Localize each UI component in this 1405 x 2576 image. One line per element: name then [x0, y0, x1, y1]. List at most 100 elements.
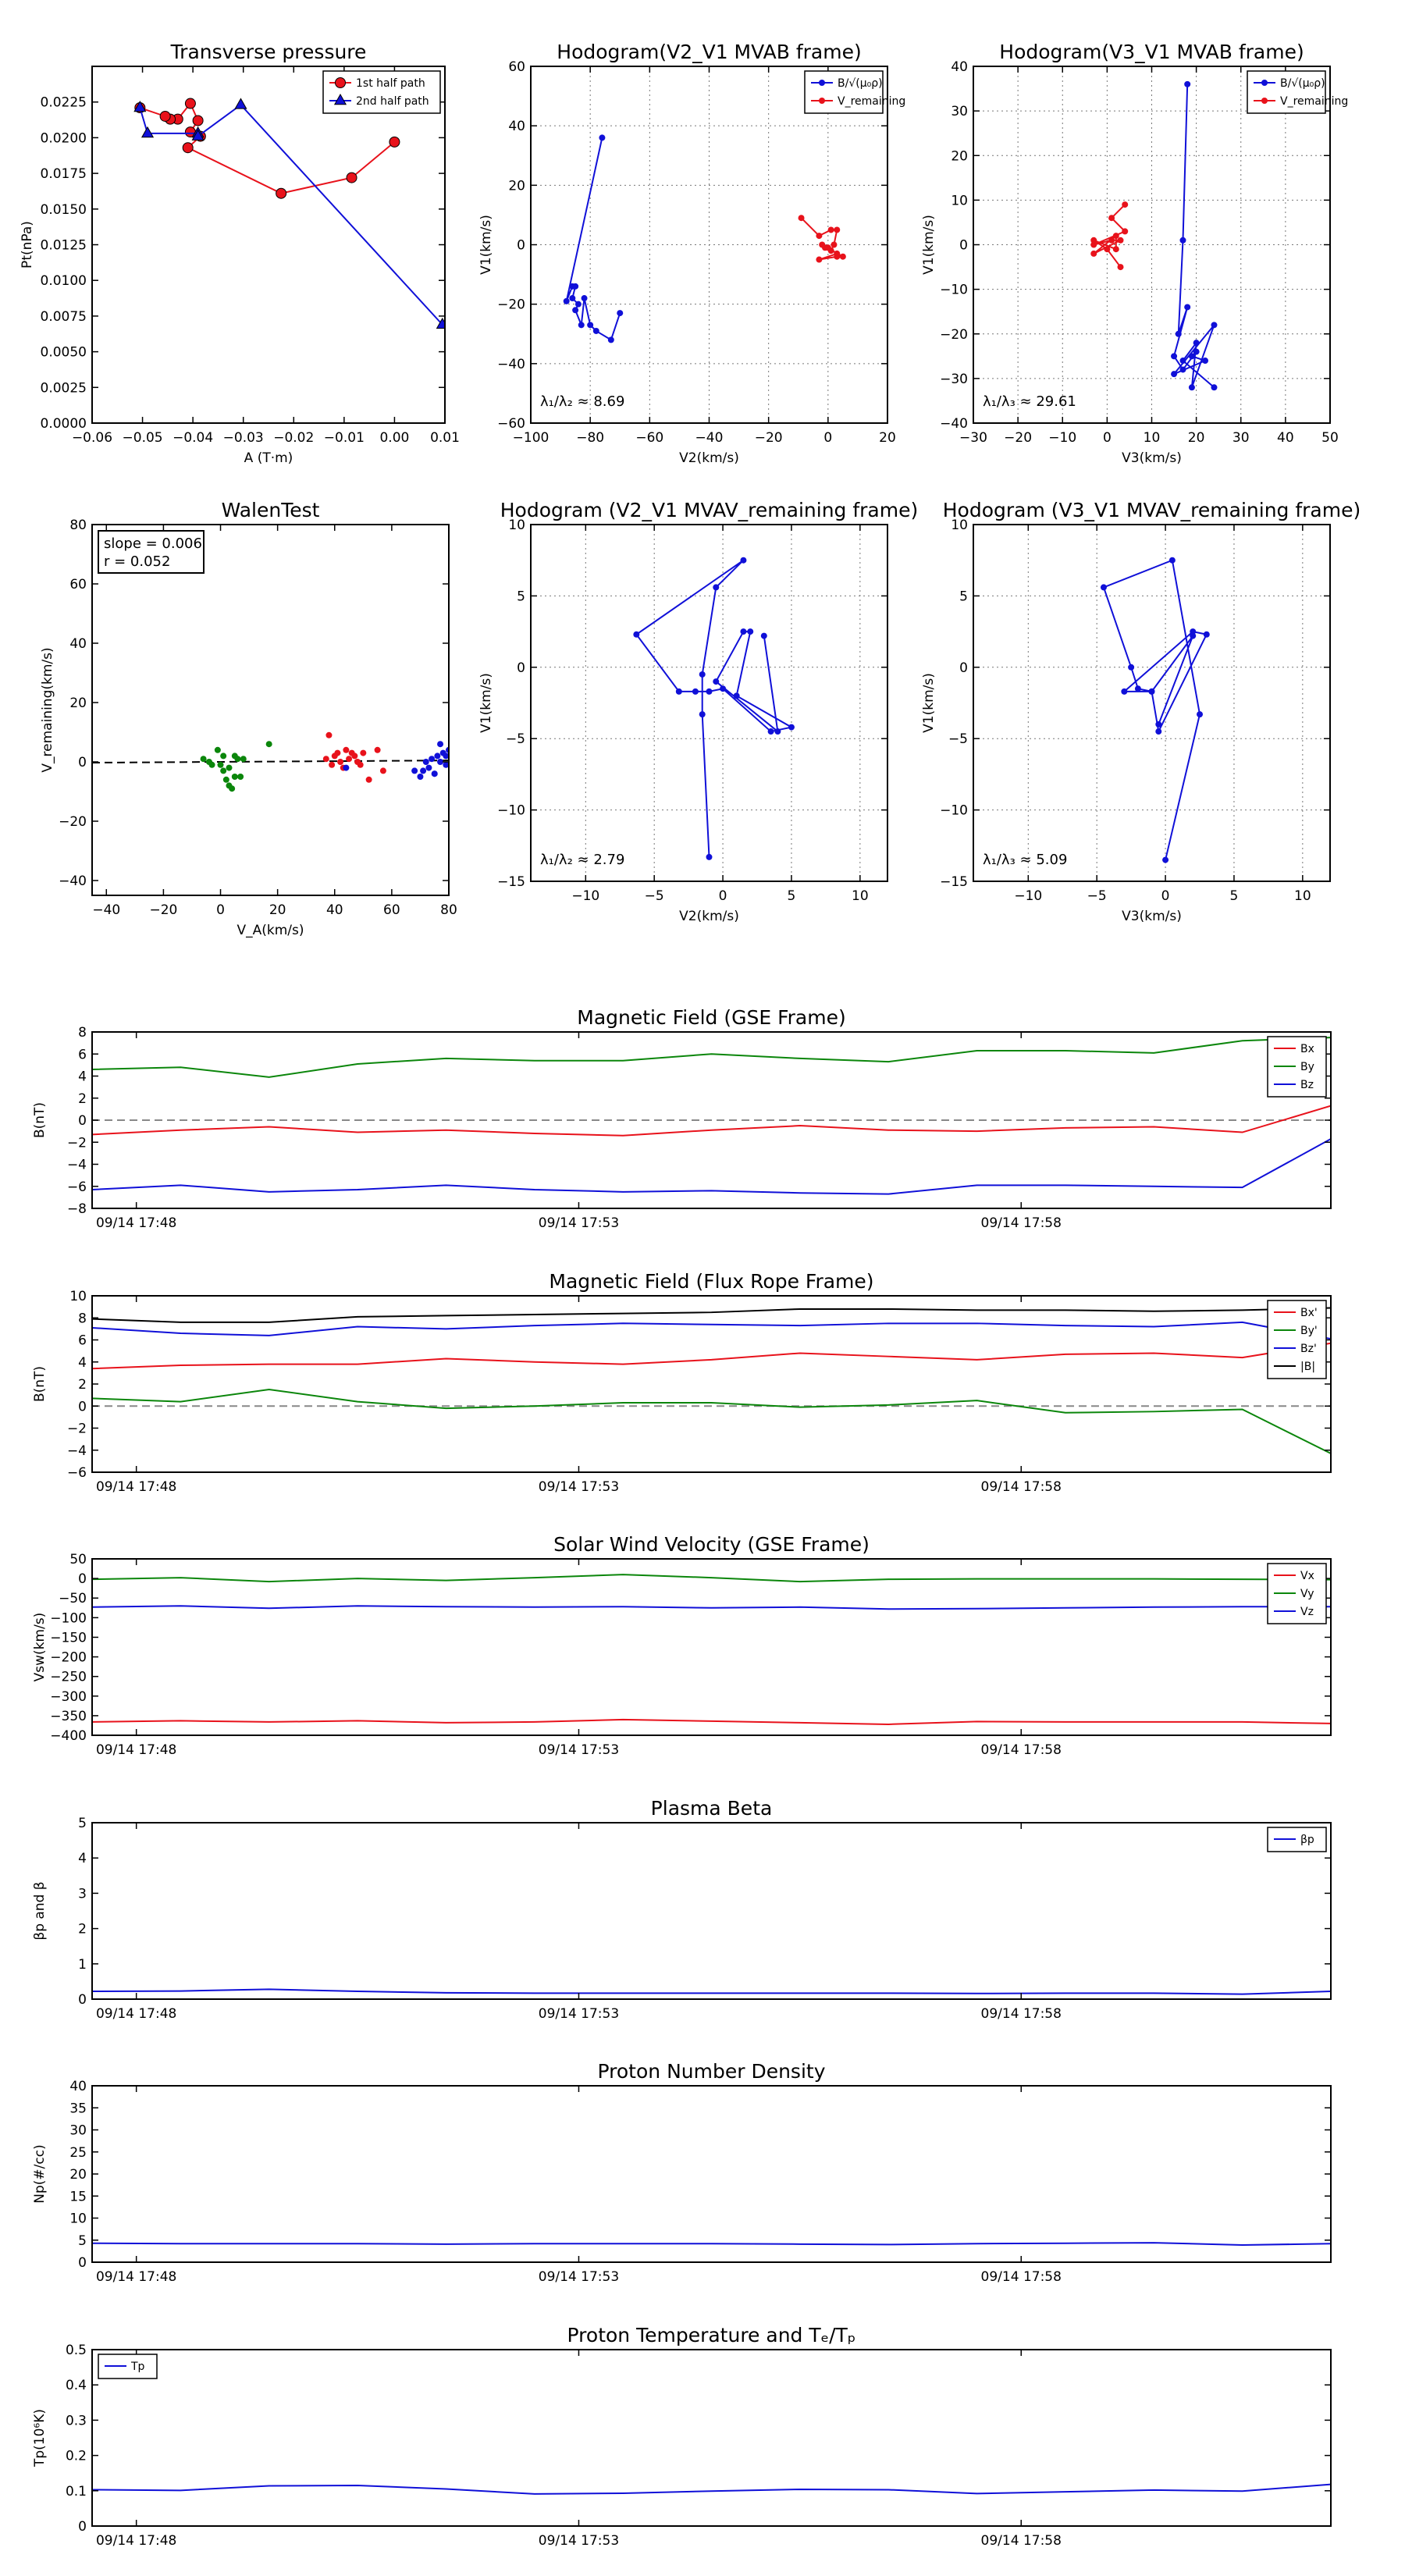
y-tick-label: 5	[517, 589, 525, 604]
x-tick-label: −30	[959, 430, 987, 446]
y-tick-label: 0	[78, 2255, 87, 2271]
series-0-point	[1155, 728, 1162, 735]
series-bz-line	[92, 1138, 1331, 1195]
y-tick-label: 0.0225	[41, 95, 87, 111]
y-tick-label: −5	[506, 731, 525, 747]
legend-marker	[1261, 98, 1268, 104]
x-tick-label: 09/14 17:48	[96, 2006, 176, 2022]
x-tick-label: 0	[216, 902, 225, 918]
chart-title: Magnetic Field (GSE Frame)	[577, 1006, 845, 1029]
y-tick-label: 0	[517, 238, 525, 254]
y-tick-label: −400	[50, 1728, 87, 1744]
x-tick-label: 10	[1144, 430, 1161, 446]
y-axis-label: V1(km/s)	[921, 673, 937, 733]
series-0-point	[713, 678, 720, 685]
series-v-remaining-point	[1122, 228, 1129, 235]
series-b--point	[574, 301, 582, 308]
x-tick-label: −0.01	[324, 430, 365, 446]
series-0-point	[1162, 856, 1169, 863]
series-v-remaining-point	[1108, 237, 1115, 244]
y-axis-label: V1(km/s)	[921, 215, 937, 275]
annotation-text: λ₁/λ₃ ≈ 5.09	[983, 852, 1067, 868]
legend-marker	[1261, 80, 1268, 86]
series-v-remaining-point	[1090, 250, 1097, 257]
legend-label: βp	[1300, 1834, 1314, 1846]
legend-frame	[1247, 70, 1326, 114]
chart-magnetic-field-gse: 09/14 17:48 09/14 17:53 09/14 17:58 −8 −6 −4 −…	[32, 1006, 1332, 1231]
y-tick-label: 10	[508, 518, 525, 533]
y-tick-label: 0.1	[66, 2484, 87, 2500]
x-tick-label: 0	[1161, 888, 1170, 904]
x-tick-label: 09/14 17:58	[981, 1479, 1062, 1495]
y-tick-label: 0.0050	[41, 345, 87, 361]
x-axis-label: V3(km/s)	[1122, 450, 1182, 466]
x-axis-label: A (T·m)	[244, 450, 293, 466]
legend-label: 2nd half path	[356, 95, 429, 108]
chart-title: Proton Temperature and Tₑ/Tₚ	[567, 2324, 856, 2347]
series-bx--line	[92, 1342, 1331, 1370]
series-b--point	[1179, 358, 1186, 365]
series-1st-half-path-point	[159, 110, 171, 122]
x-tick-label: −10	[571, 888, 599, 904]
series-0-point	[1168, 557, 1176, 564]
legend-marker	[819, 80, 825, 86]
series-0-point	[1134, 685, 1141, 692]
y-tick-label: 60	[508, 59, 525, 75]
series-b--point	[1184, 80, 1191, 87]
chart-title: Magnetic Field (Flux Rope Frame)	[549, 1270, 873, 1293]
y-tick-label: 80	[69, 518, 87, 533]
legend: βp	[1267, 1827, 1327, 1852]
series-0-point	[740, 557, 747, 564]
series-2-point	[425, 764, 432, 771]
axes-frame	[91, 2085, 1332, 2263]
series-bz--line	[92, 1321, 1331, 1340]
y-tick-label: −8	[67, 1201, 87, 1217]
series-by-line	[92, 1037, 1331, 1078]
series-0-point	[265, 741, 272, 748]
y-tick-label: 6	[78, 1333, 87, 1349]
series-b--point	[587, 322, 594, 329]
series-0-point	[1128, 664, 1135, 671]
y-tick-label: −10	[940, 283, 968, 298]
x-tick-label: 09/14 17:53	[539, 2533, 619, 2549]
series-2-point	[434, 753, 441, 760]
y-tick-label: −40	[59, 873, 87, 889]
x-tick-label: −0.05	[123, 430, 163, 446]
y-tick-label: 60	[69, 577, 87, 592]
series-v-remaining-point	[834, 226, 841, 233]
series-0-point	[240, 756, 247, 763]
x-tick-label: 5	[788, 888, 796, 904]
series-0-point	[733, 692, 740, 699]
plot-area	[200, 731, 449, 792]
series-b--point	[1179, 237, 1186, 244]
plot-area	[92, 2483, 1331, 2495]
series-0-line	[635, 559, 794, 857]
x-tick-label: 09/14 17:58	[981, 2533, 1062, 2549]
y-tick-label: 1	[78, 1957, 87, 1973]
series-2-point	[437, 741, 444, 748]
y-tick-label: −4	[67, 1158, 87, 1173]
legend-label: B/√(μ₀ρ)	[838, 77, 883, 90]
x-tick-label: 80	[440, 902, 457, 918]
plot-area	[1090, 80, 1218, 391]
series-2-point	[437, 759, 444, 765]
series-0-point	[220, 767, 227, 774]
series-vz-line	[92, 1605, 1331, 1610]
series-2-point	[429, 756, 436, 763]
series-1-point	[360, 749, 367, 756]
plot-area	[92, 1988, 1331, 1995]
y-tick-label: 0	[517, 660, 525, 676]
series-1st-half-path-point	[389, 136, 400, 148]
chart-title: Hodogram(V3_V1 MVAB frame)	[999, 41, 1304, 63]
series-0-point	[1121, 688, 1128, 695]
series-v-remaining-point	[824, 244, 831, 251]
axes-frame	[91, 1822, 1332, 2000]
y-tick-label: 0.0175	[41, 166, 87, 182]
y-tick-label: 3	[78, 1886, 87, 1902]
series-v-remaining-point	[816, 256, 823, 263]
x-tick-label: −0.04	[173, 430, 213, 446]
x-tick-label: 5	[1230, 888, 1239, 904]
series-0-point	[760, 632, 767, 639]
